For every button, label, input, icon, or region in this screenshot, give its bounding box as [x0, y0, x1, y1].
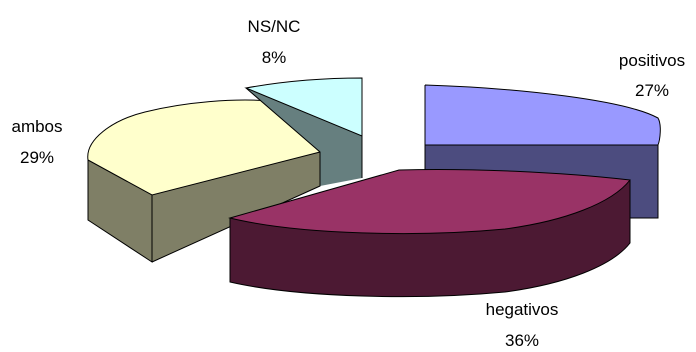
- label-positivos-percent: 27%: [635, 81, 669, 100]
- slice-top-hegativos: [230, 169, 630, 234]
- slice-hegativos: [228, 168, 631, 298]
- slice-side-ambos: [88, 160, 152, 262]
- slice-top-nsnc: [246, 78, 362, 136]
- label-ambos-percent: 29%: [20, 148, 54, 167]
- label-nsnc-percent: 8%: [262, 48, 287, 67]
- slice-edge-positivos: [424, 84, 661, 219]
- label-ambos-name: ambos: [11, 117, 62, 136]
- slice-nsnc: [244, 77, 363, 186]
- slice-side-ambos-face: [152, 152, 320, 262]
- slice-edge-nsnc: [244, 77, 363, 186]
- label-hegativos-name: hegativos: [486, 300, 559, 319]
- label-positivos-name: positivos: [619, 51, 685, 70]
- slice-edge-hegativos: [228, 168, 631, 298]
- slice-top-ambos: [87, 100, 320, 195]
- label-hegativos-percent: 36%: [505, 331, 539, 347]
- slice-top-positivos: [425, 85, 661, 145]
- label-nsnc-name: NS/NC: [248, 17, 301, 36]
- slice-side-hegativos: [230, 180, 630, 297]
